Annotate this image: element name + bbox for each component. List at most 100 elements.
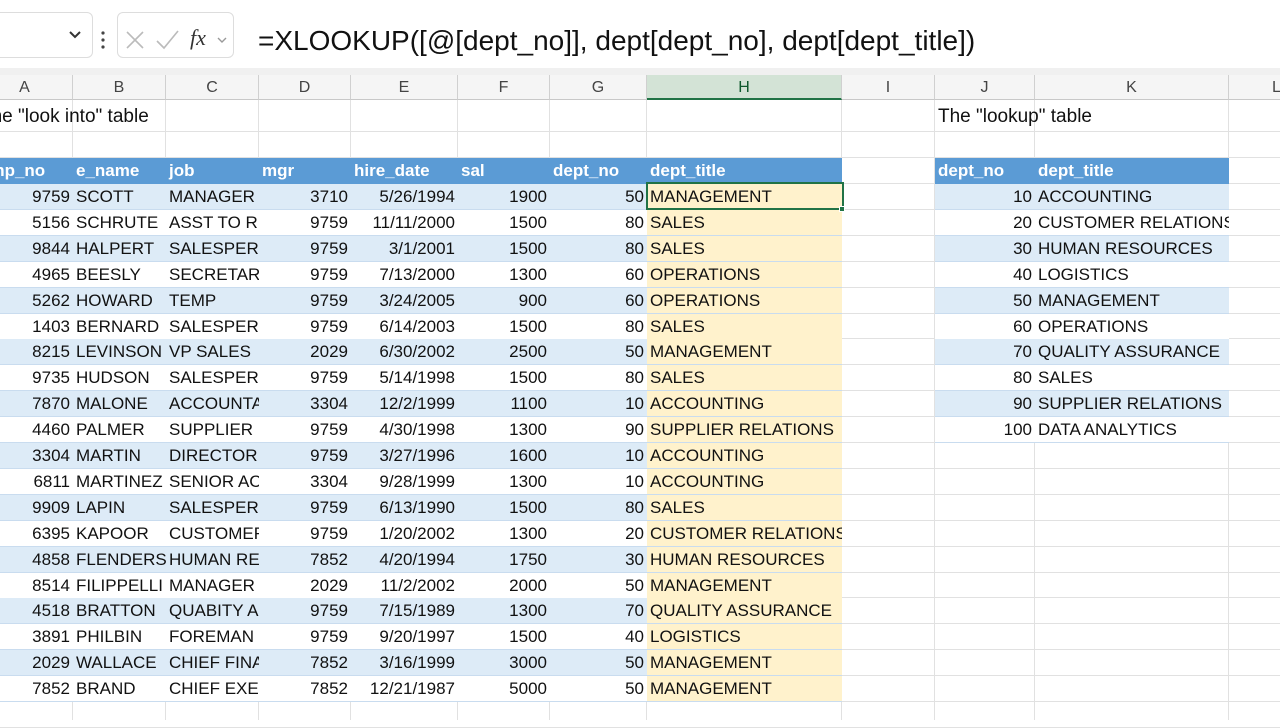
table-cell: QUALITY ASSURANCE <box>647 598 842 625</box>
column-header: A <box>0 75 73 100</box>
table-cell: 9759 <box>259 209 351 236</box>
table-cell: 5/14/1998 <box>351 365 458 392</box>
table-cell: 20 <box>935 209 1035 236</box>
table-cell: 50 <box>550 184 647 210</box>
table-cell: SALES <box>647 235 842 262</box>
table-cell: 9/28/1999 <box>351 468 458 495</box>
table-cell: 1900 <box>458 184 550 210</box>
column-header: J <box>935 75 1035 100</box>
table-cell: SUPPLIER RELATIONS <box>647 417 842 444</box>
table-cell: 6395 <box>0 520 73 547</box>
table-cell: MANAGEMENT <box>1035 287 1229 314</box>
name-box[interactable] <box>0 12 93 58</box>
table-cell: 7852 <box>0 676 73 703</box>
table-cell: 7852 <box>259 676 351 703</box>
table-cell: ACCOUNTING <box>647 391 842 418</box>
active-cell <box>646 182 844 210</box>
table-cell: 8514 <box>0 572 73 599</box>
table-cell: LAPIN <box>73 494 166 521</box>
column-header: D <box>259 75 351 100</box>
table-cell: MARTIN <box>73 443 166 469</box>
table-cell: SALES <box>1035 365 1229 392</box>
formula-text[interactable]: =XLOOKUP([@[dept_no]], dept[dept_no], de… <box>258 25 976 56</box>
table-cell: 4518 <box>0 598 73 625</box>
table-header: job <box>166 158 259 184</box>
table-cell: 12/2/1999 <box>351 391 458 418</box>
table-cell: SUPPLIER R <box>166 417 259 444</box>
table-cell: 2000 <box>458 572 550 599</box>
table-cell: MARTINEZ <box>73 468 166 495</box>
table-cell: 9759 <box>259 313 351 340</box>
formula-icons[interactable]: fx <box>118 13 233 57</box>
table-cell: 3710 <box>259 184 351 210</box>
column-header: F <box>458 75 550 100</box>
svg-text:fx: fx <box>190 25 206 50</box>
table-cell: 5262 <box>0 287 73 314</box>
table-cell: DATA ANALYTICS <box>1035 417 1229 444</box>
table-cell: 7870 <box>0 391 73 418</box>
table-cell: 3304 <box>259 468 351 495</box>
table-cell: 4858 <box>0 546 73 573</box>
table-cell: CHIEF FINA <box>166 650 259 677</box>
table-cell: HOWARD <box>73 287 166 314</box>
column-header: I <box>842 75 935 100</box>
table-cell: 20 <box>550 520 647 547</box>
table-cell: 2029 <box>259 572 351 599</box>
table-cell: 80 <box>550 209 647 236</box>
table-cell: SALESPERSON <box>166 313 259 340</box>
table-cell: 60 <box>550 261 647 288</box>
table-cell: FILIPPELLI <box>73 572 166 599</box>
table-cell: 10 <box>550 443 647 469</box>
table-cell: 1500 <box>458 313 550 340</box>
table-cell: 9909 <box>0 494 73 521</box>
table-cell: 9759 <box>259 365 351 392</box>
table-cell: OPERATIONS <box>647 287 842 314</box>
table-cell: 90 <box>935 391 1035 418</box>
table-cell: 12/21/1987 <box>351 676 458 703</box>
table-cell: 7852 <box>259 546 351 573</box>
table-cell: 3/1/2001 <box>351 235 458 262</box>
table-title: The "lookup" table <box>938 106 1092 127</box>
table-cell: 2500 <box>458 339 550 366</box>
table-cell: 6/13/1990 <box>351 494 458 521</box>
table-cell: 1500 <box>458 365 550 392</box>
table-cell: 3304 <box>0 443 73 469</box>
table-cell: 9/20/1997 <box>351 624 458 651</box>
table-cell: SALES <box>647 365 842 392</box>
table-cell: 9759 <box>0 184 73 210</box>
table-cell: 1500 <box>458 494 550 521</box>
table-cell: VP SALES <box>166 339 259 366</box>
table-cell: SALESPERSON <box>166 365 259 392</box>
table-header: sal <box>458 158 550 184</box>
table-cell: 3891 <box>0 624 73 651</box>
table-cell: 1403 <box>0 313 73 340</box>
table-cell: LOGISTICS <box>1035 261 1229 288</box>
table-cell: SALESPERSON <box>166 235 259 262</box>
column-header: G <box>550 75 647 100</box>
table-cell: ACCOUNTING <box>647 443 842 469</box>
table-cell: 4/20/1994 <box>351 546 458 573</box>
table-header: e_name <box>73 158 166 184</box>
more-icon[interactable] <box>99 31 107 51</box>
table-cell: 3/24/2005 <box>351 287 458 314</box>
table-cell: 30 <box>935 235 1035 262</box>
table-cell: 9759 <box>259 261 351 288</box>
table-cell: 80 <box>550 235 647 262</box>
table-cell: 11/2/2002 <box>351 572 458 599</box>
table-cell: 10 <box>550 391 647 418</box>
table-cell: 80 <box>550 365 647 392</box>
table-cell: 4965 <box>0 261 73 288</box>
table-cell: SENIOR ACCOUNTANT <box>166 468 259 495</box>
table-cell: 40 <box>550 624 647 651</box>
table-cell: CUSTOMER <box>166 520 259 547</box>
column-header: B <box>73 75 166 100</box>
column-header: H <box>647 75 842 100</box>
table-cell: SALESPERSON <box>166 494 259 521</box>
table-cell: 9759 <box>259 598 351 625</box>
table-cell: 7/13/2000 <box>351 261 458 288</box>
table-cell: MANAGER <box>166 184 259 210</box>
table-cell: PALMER <box>73 417 166 444</box>
table-cell: 5000 <box>458 676 550 703</box>
table-cell: 6/30/2002 <box>351 339 458 366</box>
table-title: The "look into" table <box>0 106 149 127</box>
